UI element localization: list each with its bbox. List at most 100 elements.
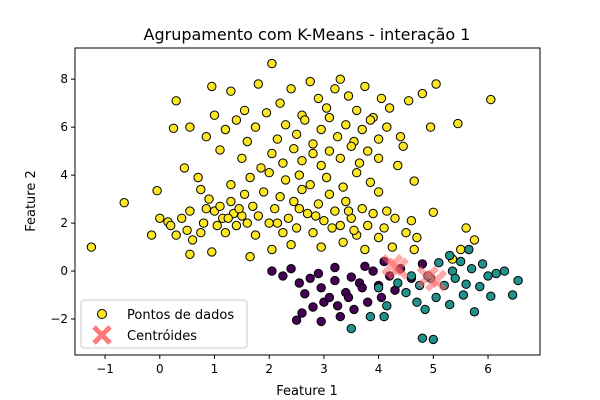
- data-point-yellow: [332, 132, 343, 142]
- legend-centroid-marker: [92, 325, 112, 345]
- data-point-yellow: [275, 192, 285, 202]
- data-point-yellow: [264, 168, 274, 178]
- data-point-yellow: [412, 232, 422, 243]
- data-point-yellow: [338, 237, 348, 248]
- data-point-yellow: [431, 79, 441, 89]
- data-point-purple: [363, 297, 373, 307]
- data-point-yellow: [289, 144, 299, 154]
- data-point-yellow: [302, 208, 313, 219]
- data-point-yellow: [245, 172, 255, 183]
- data-point-teal: [346, 323, 356, 334]
- data-point-yellow: [330, 206, 340, 216]
- data-point-teal: [491, 268, 501, 279]
- data-point-yellow: [338, 182, 348, 192]
- data-point-yellow: [300, 115, 310, 125]
- data-point-purple: [335, 311, 345, 322]
- data-point-purple: [267, 266, 277, 276]
- legend: Pontos de dados Centróides: [80, 299, 248, 349]
- data-point-yellow: [373, 153, 384, 164]
- data-point-yellow: [196, 228, 206, 238]
- y-tick-label: 6: [60, 120, 68, 134]
- data-point-teal: [477, 259, 488, 269]
- data-point-yellow: [324, 189, 335, 200]
- y-tick-label: −2: [50, 312, 68, 326]
- data-point-yellow: [316, 242, 326, 252]
- data-point-yellow: [373, 134, 384, 144]
- data-point-teal: [428, 334, 438, 345]
- data-point-yellow: [360, 81, 370, 92]
- data-point-purple: [308, 302, 318, 312]
- data-point-yellow: [321, 103, 332, 113]
- data-point-teal: [486, 291, 496, 301]
- data-point-yellow: [207, 81, 217, 92]
- data-point-yellow: [363, 146, 373, 156]
- chart-title: Agrupamento com K-Means - interação 1: [144, 25, 471, 44]
- data-point-yellow: [270, 204, 280, 214]
- data-point-yellow: [313, 93, 324, 104]
- data-point-yellow: [280, 175, 291, 185]
- data-point-yellow: [409, 244, 419, 255]
- data-point-yellow: [330, 84, 340, 94]
- data-point-yellow: [305, 180, 315, 190]
- data-point-yellow: [409, 176, 419, 186]
- data-point-yellow: [294, 204, 304, 214]
- data-point-teal: [445, 250, 455, 261]
- data-point-yellow: [267, 244, 277, 255]
- data-point-yellow: [185, 122, 195, 132]
- centroid-layer: [381, 253, 448, 292]
- data-point-yellow: [335, 220, 345, 231]
- data-point-yellow: [204, 194, 214, 204]
- data-point-yellow: [461, 223, 471, 233]
- data-point-teal: [466, 264, 477, 274]
- legend-box: [80, 299, 248, 349]
- data-point-yellow: [341, 196, 351, 207]
- x-tick-label: 6: [484, 362, 492, 376]
- data-point-yellow: [171, 230, 181, 240]
- data-point-yellow: [357, 124, 367, 135]
- data-point-purple: [286, 264, 296, 274]
- points-layer: [86, 58, 523, 345]
- data-point-yellow: [177, 213, 187, 224]
- data-point-teal: [450, 273, 460, 283]
- data-point-yellow: [297, 184, 307, 195]
- data-point-purple: [376, 292, 387, 303]
- data-point-yellow: [398, 141, 408, 152]
- data-point-yellow: [220, 124, 231, 135]
- data-point-yellow: [335, 153, 345, 164]
- y-tick-label: 4: [60, 168, 68, 182]
- data-point-teal: [401, 287, 411, 298]
- centroid-marker: [386, 257, 409, 280]
- data-point-yellow: [187, 235, 198, 245]
- x-tick-label: −1: [96, 362, 114, 376]
- data-point-yellow: [387, 242, 397, 252]
- data-point-yellow: [226, 180, 236, 190]
- data-point-yellow: [250, 122, 261, 132]
- data-point-yellow: [185, 206, 195, 216]
- data-point-yellow: [86, 242, 97, 252]
- y-axis-ticks: −2 0 2 4 6 8: [50, 72, 75, 326]
- data-point-yellow: [321, 172, 332, 183]
- data-point-teal: [507, 290, 518, 300]
- data-point-yellow: [335, 74, 345, 84]
- data-point-purple: [313, 268, 324, 279]
- data-point-yellow: [291, 223, 302, 233]
- data-point-yellow: [231, 220, 242, 231]
- centroid-marker: [424, 269, 448, 292]
- data-point-yellow: [253, 211, 263, 221]
- data-point-yellow: [305, 76, 315, 87]
- data-point-yellow: [352, 105, 362, 116]
- data-point-yellow: [404, 96, 414, 106]
- data-point-yellow: [341, 120, 351, 130]
- data-point-yellow: [245, 252, 255, 262]
- data-point-purple: [330, 275, 340, 286]
- legend-label-centroids: Centróides: [127, 329, 197, 344]
- data-point-teal: [382, 301, 392, 311]
- data-point-yellow: [486, 94, 496, 105]
- data-point-yellow: [231, 115, 242, 125]
- data-point-yellow: [384, 103, 395, 113]
- data-point-yellow: [119, 198, 129, 208]
- data-point-yellow: [272, 134, 283, 144]
- data-point-purple: [300, 289, 310, 299]
- data-point-yellow: [207, 247, 217, 257]
- data-point-yellow: [343, 91, 354, 101]
